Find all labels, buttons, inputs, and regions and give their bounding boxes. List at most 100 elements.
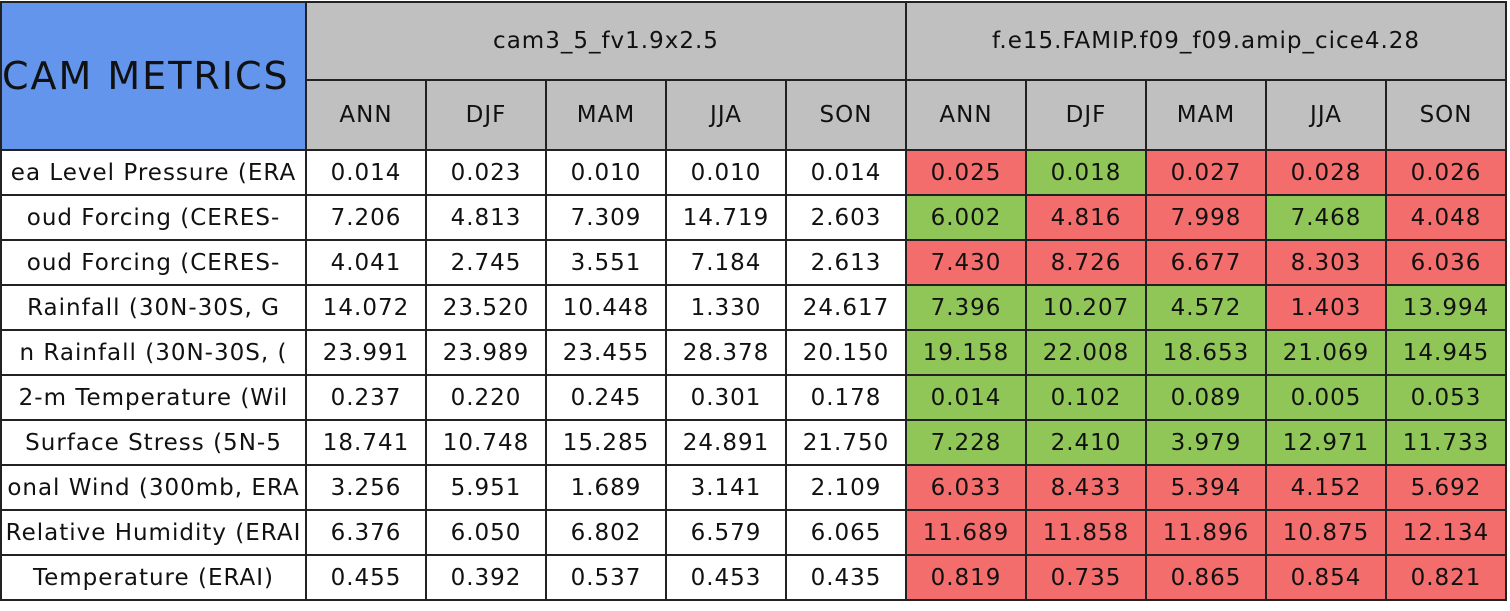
season-header: ANN: [305, 79, 427, 151]
table-row: ea Level Pressure (ERA 0.014 0.023 0.010 0.0…: [0, 149, 1508, 196]
metric-label: Relative Humidity (ERAI: [0, 509, 307, 556]
metric-value: 11.896: [1145, 509, 1267, 556]
metric-value: 0.245: [545, 374, 667, 421]
metric-value: 0.392: [425, 554, 547, 601]
metric-value: 6.036: [1384, 239, 1508, 286]
metric-value: 0.053: [1384, 374, 1508, 421]
metric-value: 21.069: [1265, 329, 1387, 376]
season-header: SON: [1384, 79, 1508, 151]
metric-value: 6.050: [425, 509, 547, 556]
metric-value: 10.207: [1025, 284, 1147, 331]
table-row: oud Forcing (CERES- 4.041 2.745 3.551 7.184 2…: [0, 239, 1508, 286]
season-header: JJA: [665, 79, 787, 151]
metric-value: 3.979: [1145, 419, 1267, 466]
metric-value: 4.041: [305, 239, 427, 286]
metric-value: 7.396: [905, 284, 1027, 331]
metric-value: 7.430: [905, 239, 1027, 286]
metric-value: 23.520: [425, 284, 547, 331]
metric-value: 6.002: [905, 194, 1027, 241]
metric-value: 6.579: [665, 509, 787, 556]
metric-value: 5.692: [1384, 464, 1508, 511]
metric-value: 6.033: [905, 464, 1027, 511]
metric-value: 0.005: [1265, 374, 1387, 421]
metric-label: oud Forcing (CERES-: [0, 194, 307, 241]
metric-value: 18.741: [305, 419, 427, 466]
metric-value: 0.014: [905, 374, 1027, 421]
metric-value: 4.048: [1384, 194, 1508, 241]
metric-value: 2.109: [785, 464, 907, 511]
metric-value: 3.141: [665, 464, 787, 511]
metric-value: 2.603: [785, 194, 907, 241]
metric-value: 6.065: [785, 509, 907, 556]
metric-value: 4.813: [425, 194, 547, 241]
metric-value: 0.018: [1025, 149, 1147, 196]
metric-value: 7.998: [1145, 194, 1267, 241]
metric-value: 8.433: [1025, 464, 1147, 511]
metric-value: 6.376: [305, 509, 427, 556]
season-header: DJF: [425, 79, 547, 151]
metric-value: 15.285: [545, 419, 667, 466]
metric-label: onal Wind (300mb, ERA: [0, 464, 307, 511]
metric-value: 7.184: [665, 239, 787, 286]
metric-value: 14.072: [305, 284, 427, 331]
metric-value: 5.394: [1145, 464, 1267, 511]
metric-value: 0.010: [545, 149, 667, 196]
metric-value: 4.572: [1145, 284, 1267, 331]
metric-value: 0.220: [425, 374, 547, 421]
season-header: MAM: [1145, 79, 1267, 151]
metric-value: 3.551: [545, 239, 667, 286]
metric-value: 11.858: [1025, 509, 1147, 556]
table-row: 2-m Temperature (Wil 0.237 0.220 0.245 0.301…: [0, 374, 1508, 421]
metric-value: 24.617: [785, 284, 907, 331]
metric-label: Surface Stress (5N-5: [0, 419, 307, 466]
metric-value: 24.891: [665, 419, 787, 466]
metric-value: 0.089: [1145, 374, 1267, 421]
season-header: MAM: [545, 79, 667, 151]
metric-value: 0.014: [305, 149, 427, 196]
metric-label: ea Level Pressure (ERA: [0, 149, 307, 196]
metric-value: 8.726: [1025, 239, 1147, 286]
table-row: Relative Humidity (ERAI 6.376 6.050 6.802 6.…: [0, 509, 1508, 556]
metric-value: 2.745: [425, 239, 547, 286]
metric-value: 0.010: [665, 149, 787, 196]
metric-label: 2-m Temperature (Wil: [0, 374, 307, 421]
group-header: f.e15.FAMIP.f09_f09.amip_cice4.28: [904, 1, 1508, 81]
metric-value: 1.403: [1265, 284, 1387, 331]
metric-value: 10.875: [1265, 509, 1387, 556]
table-row: Temperature (ERAI) 0.455 0.392 0.537 0.453 0.…: [0, 554, 1508, 601]
metric-value: 13.994: [1384, 284, 1508, 331]
metric-value: 0.301: [665, 374, 787, 421]
metric-value: 0.237: [305, 374, 427, 421]
season-header: ANN: [905, 79, 1027, 151]
metric-value: 4.816: [1025, 194, 1147, 241]
metric-value: 7.228: [905, 419, 1027, 466]
metric-value: 0.026: [1384, 149, 1508, 196]
metric-value: 2.410: [1025, 419, 1147, 466]
metric-value: 23.991: [305, 329, 427, 376]
metric-value: 22.008: [1025, 329, 1147, 376]
table-row: Surface Stress (5N-5 18.741 10.748 15.285 24…: [0, 419, 1508, 466]
metric-value: 23.455: [545, 329, 667, 376]
metric-value: 3.256: [305, 464, 427, 511]
table-row: oud Forcing (CERES- 7.206 4.813 7.309 14.719…: [0, 194, 1508, 241]
metric-label: oud Forcing (CERES-: [0, 239, 307, 286]
metric-value: 11.689: [905, 509, 1027, 556]
metric-value: 0.821: [1384, 554, 1508, 601]
table-row: n Rainfall (30N-30S, (23.991 23.989 23.455…: [0, 329, 1508, 376]
metric-value: 0.819: [905, 554, 1027, 601]
metric-value: 0.014: [785, 149, 907, 196]
metric-value: 21.750: [785, 419, 907, 466]
metric-value: 0.735: [1025, 554, 1147, 601]
table-row: Rainfall (30N-30S, G 14.072 23.520 10.448 1.…: [0, 284, 1508, 331]
metric-value: 0.027: [1145, 149, 1267, 196]
metric-value: 10.748: [425, 419, 547, 466]
metric-value: 4.152: [1265, 464, 1387, 511]
metric-value: 1.689: [545, 464, 667, 511]
metric-value: 14.719: [665, 194, 787, 241]
metric-value: 1.330: [665, 284, 787, 331]
metric-value: 0.025: [905, 149, 1027, 196]
metric-value: 12.134: [1384, 509, 1508, 556]
metric-value: 0.537: [545, 554, 667, 601]
